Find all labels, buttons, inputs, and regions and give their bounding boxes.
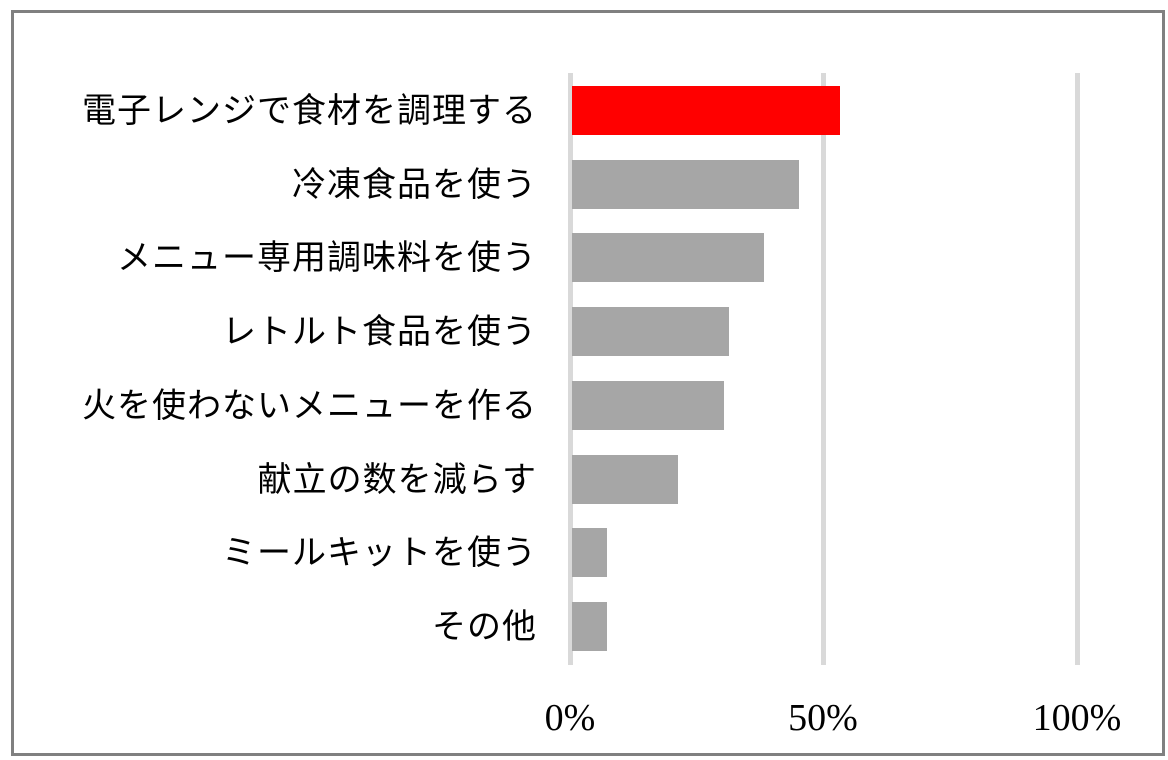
category-label: その他: [432, 606, 537, 647]
gridline-100: [1075, 73, 1080, 665]
x-tick-label: 100%: [1032, 697, 1122, 739]
gridline-50: [821, 73, 826, 665]
x-tick-label: 50%: [788, 697, 858, 739]
bar: [572, 454, 679, 504]
category-label: 火を使わないメニューを作る: [82, 385, 537, 426]
bar: [572, 233, 764, 283]
category-label: 献立の数を減らす: [257, 459, 537, 500]
category-label: レトルト食品を使う: [222, 312, 537, 353]
bar: [572, 307, 729, 357]
bar: [572, 601, 608, 651]
category-label: メニュー専用調味料を使う: [117, 238, 537, 279]
gridline-0: [568, 73, 573, 665]
category-label: ミールキットを使う: [222, 533, 537, 574]
category-label: 冷凍食品を使う: [292, 164, 537, 205]
bar: [572, 159, 800, 209]
category-label: 電子レンジで食材を調理する: [82, 91, 537, 131]
bar: [572, 380, 724, 430]
bar-highlighted: [572, 86, 840, 135]
bar: [572, 528, 608, 578]
x-tick-label: 0%: [544, 697, 596, 739]
